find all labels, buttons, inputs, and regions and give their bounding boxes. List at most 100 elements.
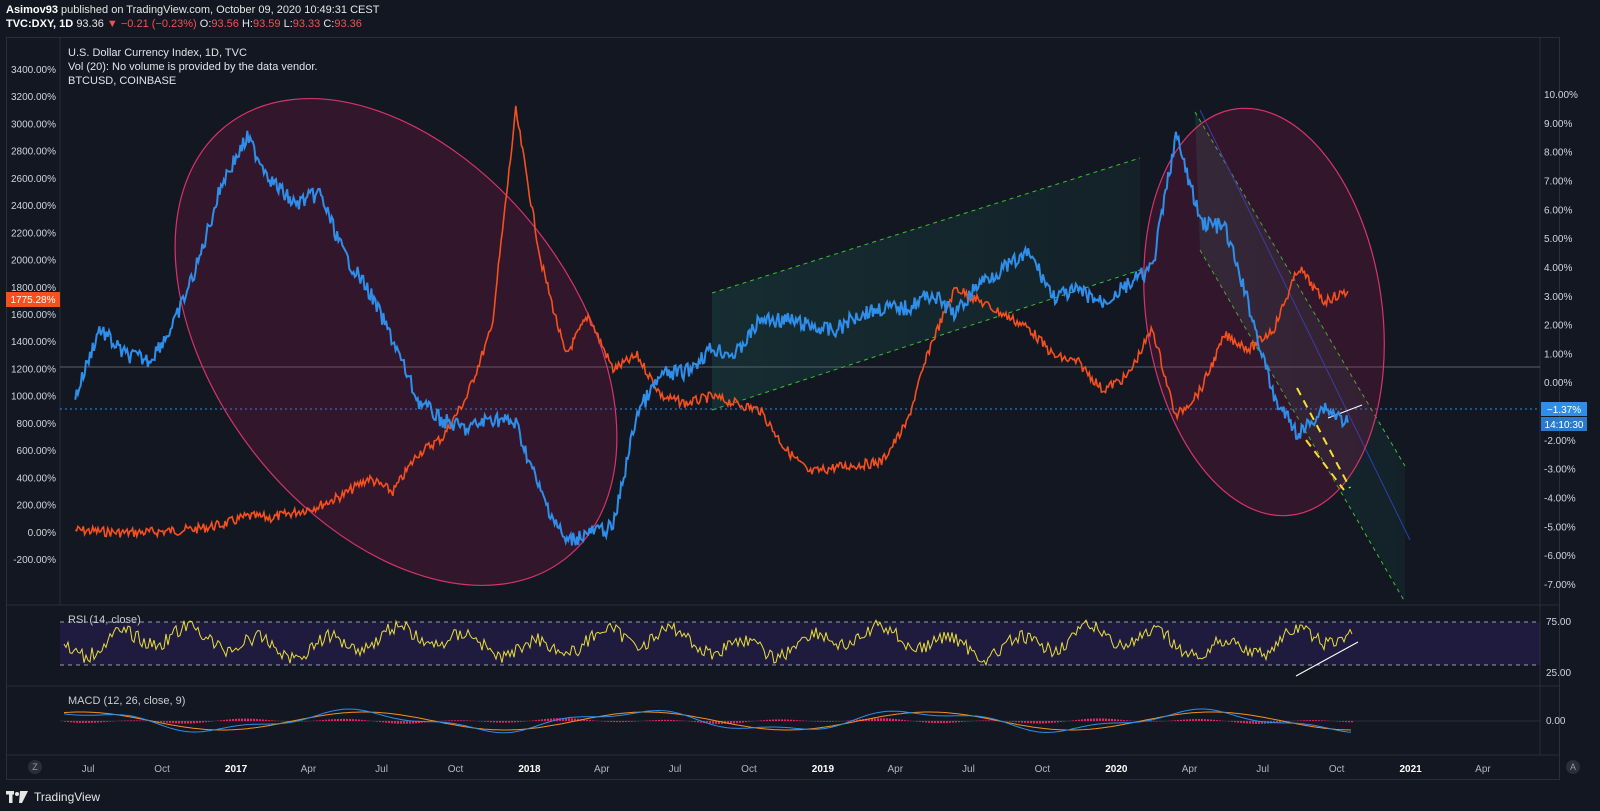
- macd-histogram-bar: [538, 719, 540, 721]
- time-tick-label: 2020: [1105, 764, 1128, 775]
- macd-histogram-bar: [67, 721, 69, 723]
- macd-histogram-bar: [541, 719, 543, 721]
- macd-histogram-bar: [202, 721, 204, 723]
- yellow-trend-line-1[interactable]: [1296, 387, 1351, 489]
- macd-histogram-bar: [103, 721, 105, 723]
- macd-histogram-bar: [919, 721, 921, 722]
- symbol-name[interactable]: TVC:DXY, 1D: [6, 18, 74, 30]
- macd-histogram-bar: [181, 721, 183, 724]
- macd-histogram-bar: [607, 721, 609, 722]
- publish-text: published on TradingView.com, October 09…: [61, 4, 380, 16]
- channel-lower-line[interactable]: [711, 269, 1141, 411]
- macd-histogram-bar: [391, 721, 393, 724]
- macd-histogram-bar: [922, 721, 924, 723]
- rsi-line[interactable]: [63, 619, 1353, 667]
- dxy-series-line[interactable]: [74, 130, 1349, 547]
- regression-line[interactable]: [1199, 109, 1411, 541]
- macd-histogram-bar: [1009, 721, 1011, 722]
- macd-histogram-bar: [1174, 720, 1176, 721]
- macd-histogram-bar: [1303, 720, 1305, 721]
- macd-line[interactable]: [63, 708, 1352, 734]
- open-label: O:: [199, 18, 212, 30]
- auto-scale-toggle[interactable]: A: [1566, 760, 1580, 774]
- left-tick-label: 2200.00%: [11, 228, 56, 239]
- macd-histogram-bar: [796, 720, 798, 721]
- yellow-trend-line-2[interactable]: [1305, 439, 1345, 491]
- macd-histogram-bar: [394, 721, 396, 724]
- right-tick-label: 1.00%: [1544, 349, 1572, 360]
- ascending-channel-fill[interactable]: [712, 158, 1140, 410]
- macd-histogram-bar: [745, 721, 747, 723]
- left-tick-label: 3400.00%: [11, 65, 56, 76]
- macd-histogram-bar: [697, 721, 699, 723]
- macd-histogram-bar: [409, 721, 411, 724]
- macd-histogram-bar: [130, 720, 132, 721]
- btc-series-line[interactable]: [74, 105, 1349, 540]
- macd-histogram-bar: [1084, 719, 1086, 721]
- macd-histogram-bar: [1042, 721, 1044, 724]
- descending-channel-fill[interactable]: [1195, 112, 1405, 600]
- rsi-trend-line[interactable]: [1295, 641, 1359, 677]
- timezone-toggle[interactable]: Z: [28, 760, 42, 774]
- macd-histogram-bar: [655, 720, 657, 721]
- macd-histogram-bar: [88, 721, 90, 723]
- brand-name[interactable]: TradingView: [34, 790, 101, 804]
- macd-label[interactable]: MACD (12, 26, close, 9): [68, 695, 186, 707]
- macd-histogram-bar: [1123, 720, 1125, 721]
- legend-btc[interactable]: BTCUSD, COINBASE: [68, 75, 177, 87]
- left-tick-label: 800.00%: [17, 419, 57, 430]
- macd-histogram-bar: [649, 720, 651, 721]
- macd-histogram-bar: [1246, 721, 1248, 724]
- channel-upper-line[interactable]: [711, 157, 1141, 294]
- macd-histogram-bar: [175, 721, 177, 724]
- macd-histogram-bar: [961, 721, 963, 722]
- macd-histogram-bar: [403, 721, 405, 724]
- macd-histogram-bar: [568, 718, 570, 721]
- macd-histogram-bar: [766, 719, 768, 721]
- legend-volume[interactable]: Vol (20): No volume is provided by the d…: [68, 61, 318, 73]
- macd-histogram-bar: [535, 720, 537, 721]
- macd-histogram-bar: [1057, 721, 1059, 723]
- macd-histogram-bar: [1252, 721, 1254, 724]
- white-trend-line[interactable]: [1327, 404, 1363, 419]
- macd-histogram-bar: [712, 721, 714, 724]
- macd-histogram-bar: [700, 721, 702, 723]
- legend-dxy[interactable]: U.S. Dollar Currency Index, 1D, TVC: [68, 47, 247, 59]
- macd-histogram-bar: [1345, 721, 1347, 723]
- macd-histogram-bar: [583, 719, 585, 721]
- macd-histogram-bar: [322, 719, 324, 721]
- macd-histogram-bar: [1216, 720, 1218, 721]
- macd-tick-label: 0.00: [1546, 716, 1566, 727]
- macd-histogram-bar: [628, 721, 630, 722]
- time-tick-label: Jul: [962, 764, 975, 775]
- left-price-axis[interactable]: 3400.00% 3200.00% 3000.00% 2800.00% 2600.00%…: [11, 65, 56, 566]
- left-tick-label: 1000.00%: [11, 392, 56, 403]
- macd-histogram-bar: [382, 721, 384, 723]
- time-axis[interactable]: Jul Oct 2017 Apr Jul Oct 2018 Apr Jul Oct 2019 Apr J…: [82, 764, 1492, 775]
- macd-histogram-bar: [799, 720, 801, 721]
- macd-histogram-bar: [532, 720, 534, 721]
- macd-histogram-bar: [829, 721, 831, 722]
- macd-histogram-bar: [619, 721, 621, 723]
- macd-histogram-bar: [742, 721, 744, 723]
- macd-histogram-bar: [586, 719, 588, 721]
- chart-legend: U.S. Dollar Currency Index, 1D, TVC Vol …: [68, 46, 317, 88]
- macd-histogram-bar: [1273, 721, 1275, 724]
- macd-histogram-bar: [244, 718, 246, 721]
- right-tick-label: 0.00%: [1544, 378, 1572, 389]
- publisher-name[interactable]: Asimov93: [6, 4, 58, 16]
- countdown-badge-text: 14:10:30: [1545, 420, 1584, 431]
- open-value: 93.56: [211, 18, 239, 30]
- macd-histogram-bar: [1036, 721, 1038, 724]
- highlight-ellipse-right[interactable]: [1119, 93, 1410, 532]
- macd-histogram-bar: [1093, 718, 1095, 721]
- macd-histogram-bar: [1276, 721, 1278, 723]
- macd-histogram-bar: [610, 721, 612, 722]
- highlight-ellipse-left[interactable]: [85, 14, 707, 669]
- macd-histogram-bar: [658, 719, 660, 721]
- rsi-label[interactable]: RSI (14, close): [68, 614, 141, 626]
- macd-histogram-bar: [1249, 721, 1251, 724]
- macd-histogram-bar: [589, 720, 591, 721]
- right-price-axis[interactable]: 10.00% 9.00% 8.00% 7.00% 6.00% 5.00% 4.00% 3.00…: [1544, 90, 1578, 591]
